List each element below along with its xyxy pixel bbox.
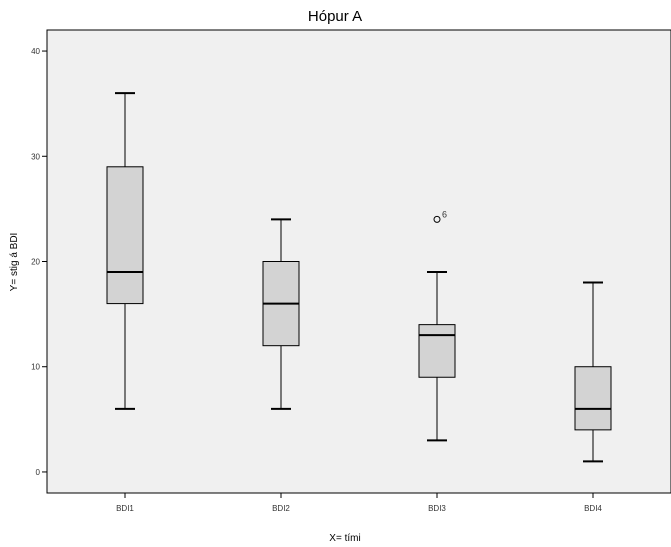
boxes-layer: 6 (106, 92, 612, 463)
x-tick-label: BDI1 (116, 504, 134, 513)
plot-area (46, 29, 671, 494)
y-tick-label: 0 (36, 468, 41, 477)
x-tick-label: BDI2 (272, 504, 290, 513)
iqr-box (106, 166, 144, 305)
x-axis: BDI1 BDI2 BDI3 BDI4 (116, 493, 602, 513)
box-group-bdi1 (106, 92, 144, 410)
iqr-box (418, 324, 456, 378)
y-axis: 0 10 20 30 40 (31, 47, 47, 477)
outlier-point (433, 215, 441, 223)
box-group-bdi3: 6 (418, 209, 456, 442)
y-tick-label: 10 (31, 363, 40, 372)
x-tick-label: BDI4 (584, 504, 602, 513)
box-group-bdi2 (262, 218, 300, 410)
y-axis-title: Y= stig á BDI (9, 233, 20, 292)
y-tick-label: 20 (31, 258, 40, 267)
outlier-label: 6 (442, 209, 447, 219)
box-group-bdi4 (574, 281, 612, 463)
x-axis-title: X= tími (329, 533, 360, 544)
y-tick-label: 40 (31, 47, 40, 56)
x-tick-label: BDI3 (428, 504, 446, 513)
y-tick-label: 30 (31, 152, 40, 161)
chart-title: Hópur A (308, 8, 362, 25)
iqr-box (574, 366, 612, 431)
